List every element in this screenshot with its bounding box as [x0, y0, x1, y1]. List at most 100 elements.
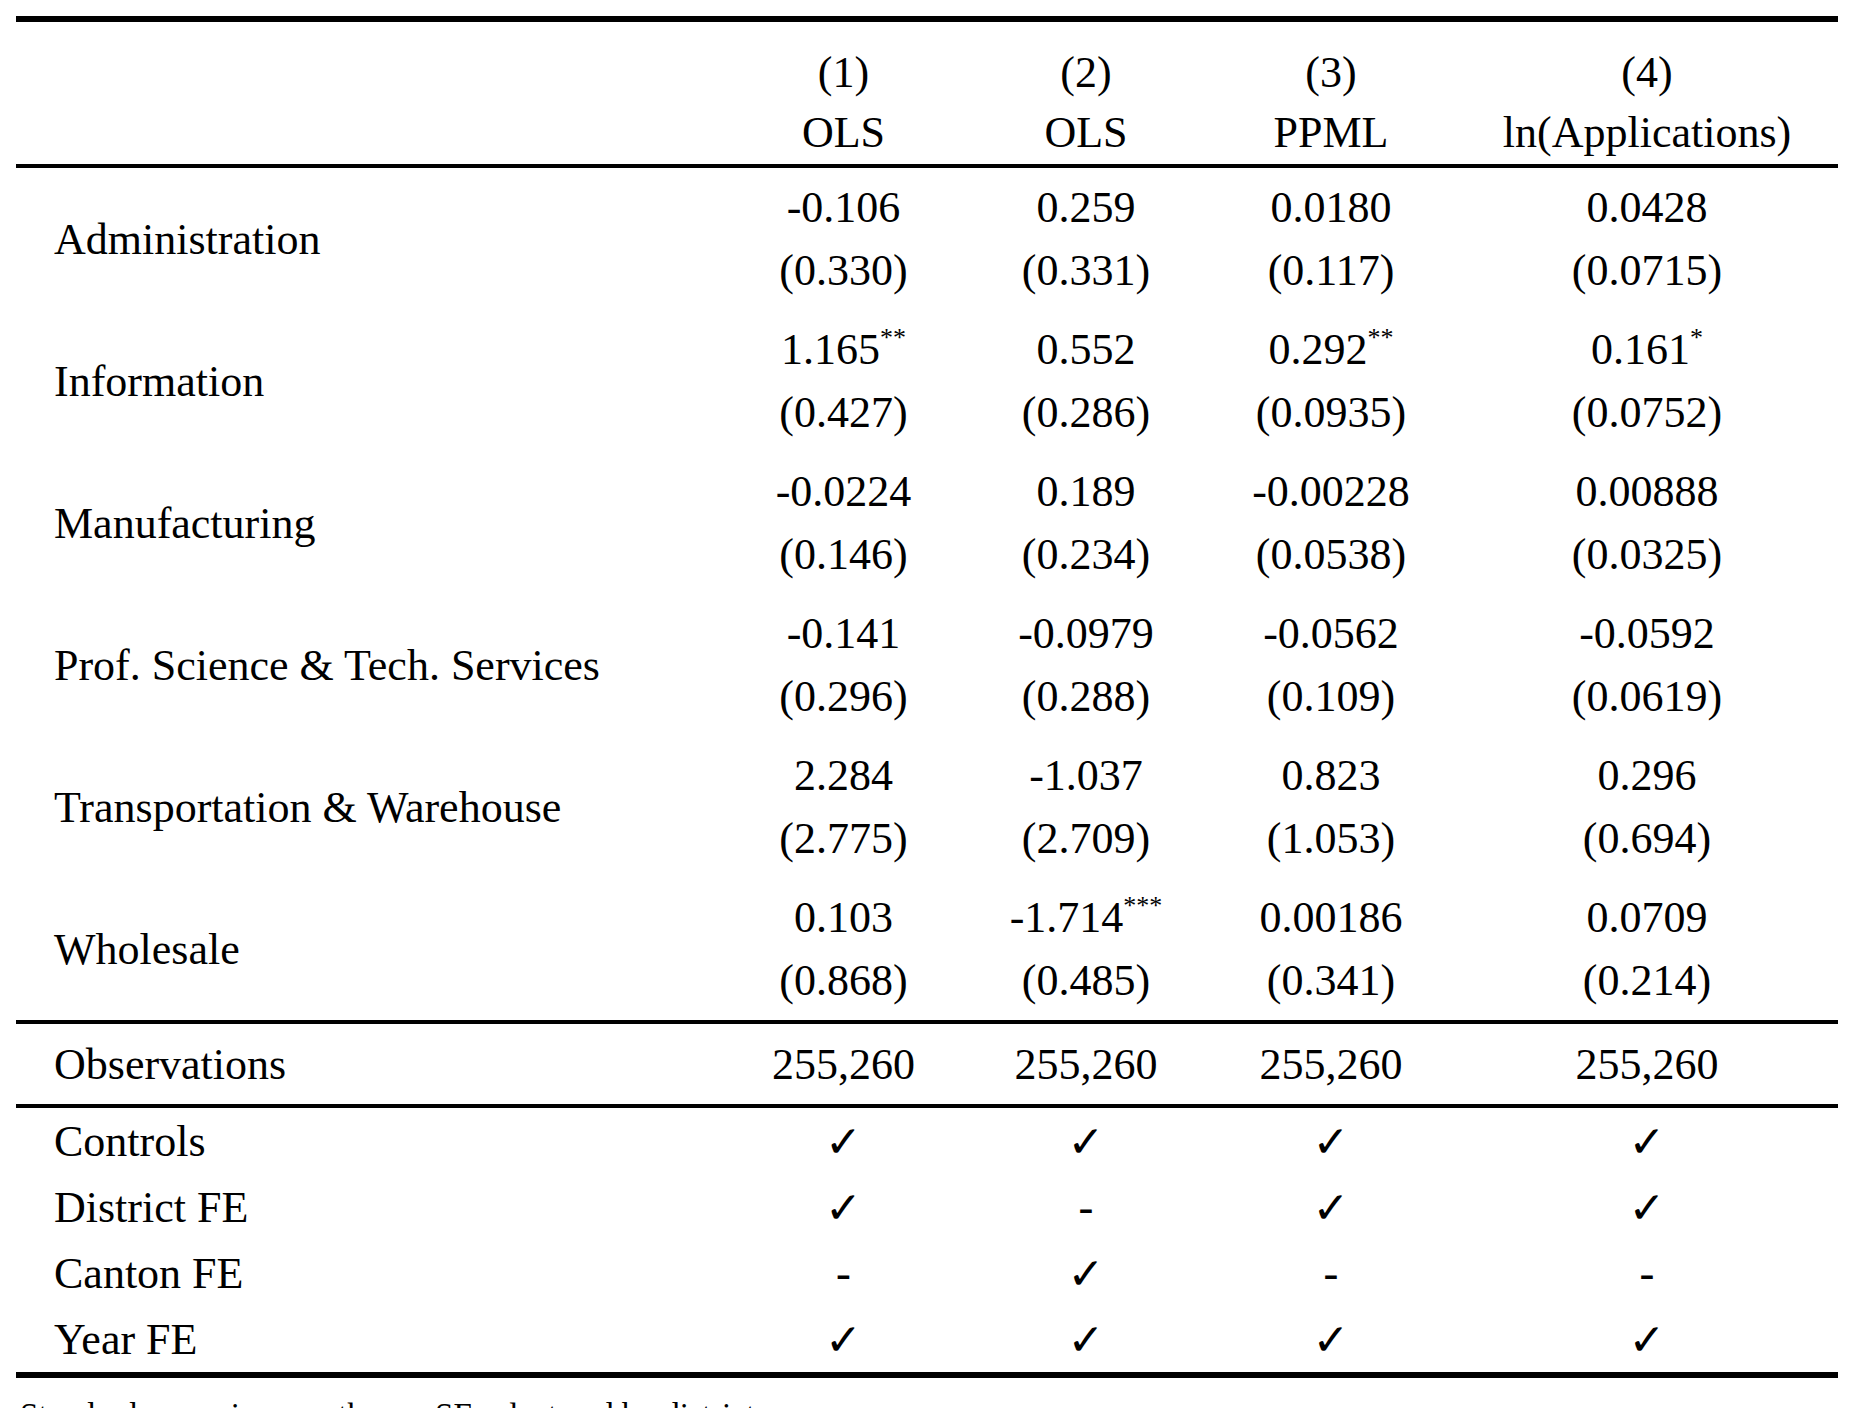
- significance-stars: ***: [1123, 891, 1162, 920]
- table-notes: Standard errors in parentheses. SEs clus…: [16, 1392, 1838, 1408]
- column-number: (2): [966, 19, 1206, 100]
- checkmark-cell: ✓: [721, 1106, 966, 1174]
- row-label: Wholesale: [16, 878, 721, 1022]
- se-cell: (0.427): [721, 381, 966, 452]
- fe-row-controls: Controls ✓ ✓ ✓ ✓: [16, 1106, 1838, 1174]
- row-label: Manufacturing: [16, 452, 721, 594]
- checkmark-cell: ✓: [1456, 1306, 1838, 1375]
- coef-value: 0.00888: [1576, 467, 1719, 516]
- checkmark-cell: ✓: [1206, 1106, 1456, 1174]
- coef-cell: 1.165**: [721, 310, 966, 381]
- column-model-row: OLS OLS PPML ln(Applications): [16, 100, 1838, 166]
- coef-value: 0.823: [1282, 751, 1381, 800]
- fe-row-year: Year FE ✓ ✓ ✓ ✓: [16, 1306, 1838, 1375]
- observations-value: 255,260: [1206, 1022, 1456, 1106]
- se-cell: (0.0935): [1206, 381, 1456, 452]
- coef-cell: -0.0224: [721, 452, 966, 523]
- fe-label: Canton FE: [16, 1240, 721, 1306]
- coef-value: -0.00228: [1252, 467, 1410, 516]
- coef-cell: -0.0979: [966, 594, 1206, 665]
- dash-cell: -: [966, 1174, 1206, 1240]
- coef-value: 0.296: [1598, 751, 1697, 800]
- coef-cell: 0.0709: [1456, 878, 1838, 949]
- table-header: (1) (2) (3) (4) OLS OLS PPML ln(Applicat…: [16, 19, 1838, 166]
- coef-cell: 0.189: [966, 452, 1206, 523]
- coef-cell: -1.714***: [966, 878, 1206, 949]
- observations-label: Observations: [16, 1022, 721, 1106]
- se-cell: (2.775): [721, 807, 966, 878]
- coef-cell: 0.292**: [1206, 310, 1456, 381]
- checkmark-cell: ✓: [1206, 1174, 1456, 1240]
- se-cell: (0.234): [966, 523, 1206, 594]
- coef-cell: 0.161*: [1456, 310, 1838, 381]
- column-model: OLS: [721, 100, 966, 166]
- fe-label: Controls: [16, 1106, 721, 1174]
- se-cell: (0.341): [1206, 949, 1456, 1022]
- coef-value: 0.259: [1037, 183, 1136, 232]
- se-cell: (0.694): [1456, 807, 1838, 878]
- coef-value: 0.0709: [1587, 893, 1708, 942]
- coef-value: -0.0979: [1018, 609, 1154, 658]
- coef-cell: -0.00228: [1206, 452, 1456, 523]
- se-cell: (0.0325): [1456, 523, 1838, 594]
- significance-stars: **: [1368, 323, 1394, 352]
- checkmark-cell: ✓: [1456, 1106, 1838, 1174]
- se-cell: (0.0752): [1456, 381, 1838, 452]
- observations-block: Observations 255,260 255,260 255,260 255…: [16, 1022, 1838, 1106]
- se-cell: (0.485): [966, 949, 1206, 1022]
- coef-cell: -0.0562: [1206, 594, 1456, 665]
- se-cell: (0.117): [1206, 239, 1456, 310]
- coef-value: 0.00186: [1260, 893, 1403, 942]
- coef-cell: 0.103: [721, 878, 966, 949]
- column-model: PPML: [1206, 100, 1456, 166]
- se-cell: (0.288): [966, 665, 1206, 736]
- se-cell: (0.330): [721, 239, 966, 310]
- se-cell: (1.053): [1206, 807, 1456, 878]
- empty-header-cell: [16, 100, 721, 166]
- observations-value: 255,260: [966, 1022, 1206, 1106]
- checkmark-cell: ✓: [966, 1240, 1206, 1306]
- table-row: Transportation & Warehouse 2.284 -1.037 …: [16, 736, 1838, 807]
- se-note: Standard errors in parentheses. SEs clus…: [20, 1392, 1838, 1408]
- fe-row-district: District FE ✓ - ✓ ✓: [16, 1174, 1838, 1240]
- se-cell: (0.331): [966, 239, 1206, 310]
- coef-cell: 2.284: [721, 736, 966, 807]
- column-number: (1): [721, 19, 966, 100]
- column-model: OLS: [966, 100, 1206, 166]
- coef-value: 0.103: [794, 893, 893, 942]
- coef-value: 0.292: [1269, 325, 1368, 374]
- table-row: Administration -0.106 0.259 0.0180 0.042…: [16, 166, 1838, 239]
- se-cell: (0.286): [966, 381, 1206, 452]
- coef-value: -1.714: [1010, 893, 1124, 942]
- checkmark-cell: ✓: [721, 1306, 966, 1375]
- coef-value: 0.0180: [1271, 183, 1392, 232]
- checkmark-cell: ✓: [966, 1106, 1206, 1174]
- row-label: Administration: [16, 166, 721, 310]
- se-cell: (0.146): [721, 523, 966, 594]
- coef-cell: 0.0428: [1456, 166, 1838, 239]
- coef-value: -0.106: [787, 183, 901, 232]
- checkmark-cell: ✓: [966, 1306, 1206, 1375]
- coef-value: 0.0428: [1587, 183, 1708, 232]
- se-cell: (0.0538): [1206, 523, 1456, 594]
- column-number: (3): [1206, 19, 1456, 100]
- coef-cell: -0.141: [721, 594, 966, 665]
- fe-label: Year FE: [16, 1306, 721, 1375]
- observations-value: 255,260: [1456, 1022, 1838, 1106]
- coef-value: 0.161: [1591, 325, 1690, 374]
- column-model: ln(Applications): [1456, 100, 1838, 166]
- empty-header-cell: [16, 19, 721, 100]
- fe-row-canton: Canton FE - ✓ - -: [16, 1240, 1838, 1306]
- checkmark-cell: ✓: [721, 1174, 966, 1240]
- row-label: Prof. Science & Tech. Services: [16, 594, 721, 736]
- dash-cell: -: [1456, 1240, 1838, 1306]
- coefficient-block: Administration -0.106 0.259 0.0180 0.042…: [16, 166, 1838, 1022]
- coef-cell: 0.00888: [1456, 452, 1838, 523]
- se-cell: (0.296): [721, 665, 966, 736]
- coef-cell: 0.0180: [1206, 166, 1456, 239]
- significance-stars: **: [880, 323, 906, 352]
- coef-cell: -0.106: [721, 166, 966, 239]
- coef-value: -0.0224: [776, 467, 912, 516]
- row-label: Information: [16, 310, 721, 452]
- row-label: Transportation & Warehouse: [16, 736, 721, 878]
